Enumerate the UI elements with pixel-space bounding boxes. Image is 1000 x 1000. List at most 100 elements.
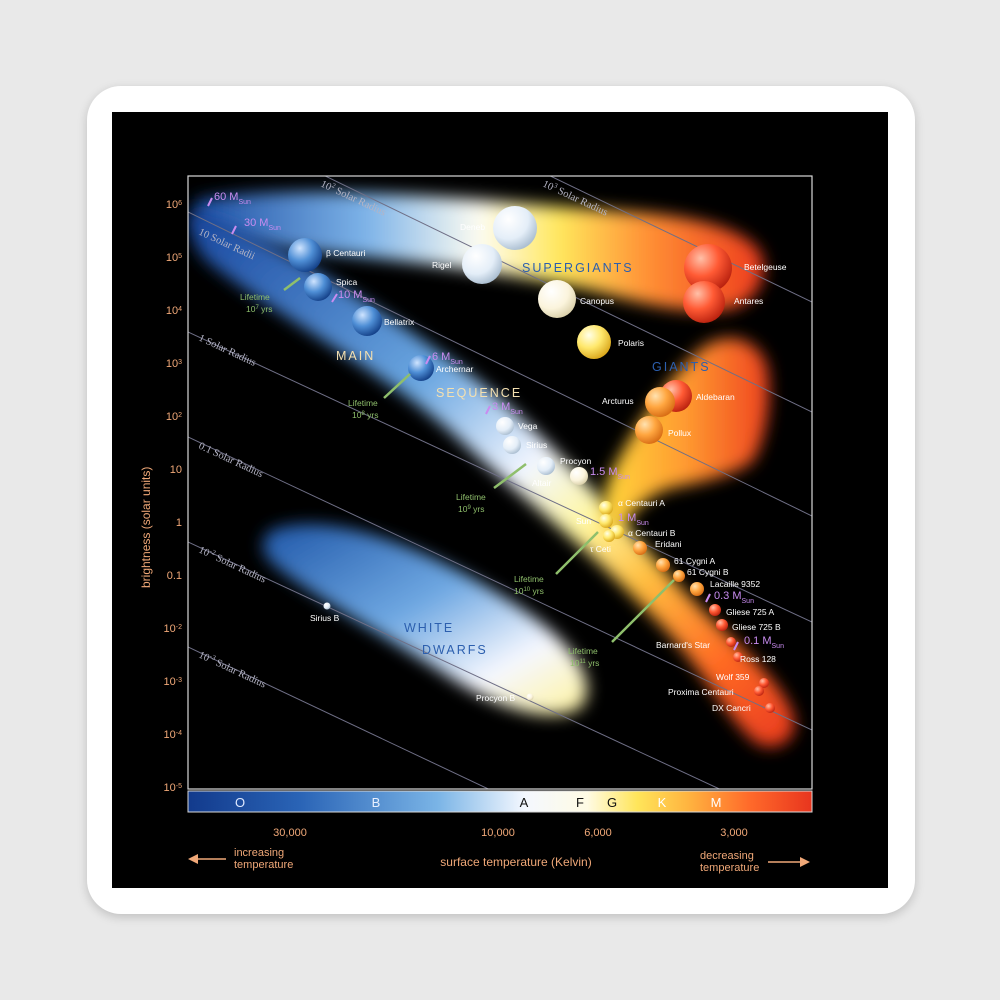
x-tick: 10,000 <box>481 827 515 839</box>
radius-line <box>188 331 812 623</box>
lifetime-value: 1010 yrs <box>514 586 544 596</box>
star-label: Polaris <box>618 338 644 348</box>
y-axis-title: brightness (solar units) <box>139 467 153 588</box>
lifetime-label: Lifetime <box>348 398 378 408</box>
star-antares <box>683 281 725 323</box>
star-bellatrix <box>352 306 382 336</box>
mass-label: 3 MSun <box>492 401 523 416</box>
y-tick: 0.1 <box>167 570 182 582</box>
star-label: DX Cancri <box>712 703 751 713</box>
hr-diagram-poster: 103 Solar Radius 102 Solar Radius 10 Sol… <box>112 112 888 888</box>
region-label-giants: GIANTS <box>652 360 711 374</box>
radius-line <box>188 646 490 789</box>
lifetime-markers: Lifetime 107 yrs Lifetime 108 yrs Lifeti… <box>240 277 675 668</box>
star-label: Gliese 725 B <box>732 622 781 632</box>
mass-label: 1 MSun <box>618 512 649 527</box>
star-label: Eridani <box>655 539 682 549</box>
region-label-sequence: SEQUENCE <box>436 386 522 400</box>
y-tick: 105 <box>166 252 182 264</box>
y-tick: 10-2 <box>164 623 183 635</box>
y-tick: 1 <box>176 517 182 529</box>
spectral-classes: O B A F G K M <box>235 795 721 810</box>
star-label: Sirius B <box>310 613 340 623</box>
spectral-class: K <box>658 795 667 810</box>
lifetime-value: 108 yrs <box>352 410 379 420</box>
left-arrow-label-1: increasing <box>234 847 284 859</box>
y-tick: 106 <box>166 199 182 211</box>
star-label: β Centauri <box>326 248 365 258</box>
mass-label: 0.3 MSun <box>714 590 754 605</box>
star-archernar <box>408 355 434 381</box>
star-label: 61 Cygni B <box>687 567 729 577</box>
radius-line <box>188 541 721 789</box>
lifetime-label: Lifetime <box>240 292 270 302</box>
region-label-supergiants: SUPERGIANTS <box>522 261 634 275</box>
star-label: Gliese 725 A <box>726 607 775 617</box>
star-label: 61 Cygni A <box>674 556 715 566</box>
radius-label-0.001: 10-3 Solar Radius <box>197 648 269 691</box>
star-tau-ceti <box>603 530 615 542</box>
y-tick: 10 <box>170 464 182 476</box>
star-label: Antares <box>734 296 763 306</box>
star-label: Betelgeuse <box>744 262 787 272</box>
star-label: Archernar <box>436 364 473 374</box>
star-sirius-b <box>323 602 331 610</box>
mass-label: 6 MSun <box>432 351 463 366</box>
star-barnards-star <box>726 637 736 647</box>
spectral-class: F <box>576 795 584 810</box>
star-61-cygni-a <box>656 558 670 572</box>
hr-diagram: 103 Solar Radius 102 Solar Radius 10 Sol… <box>139 175 813 874</box>
spectral-class: G <box>607 795 617 810</box>
lifetime-value: 1011 yrs <box>570 658 599 668</box>
star-label: Bellatrix <box>384 317 415 327</box>
right-arrow-icon <box>768 857 810 867</box>
x-tick: 3,000 <box>720 827 748 839</box>
star-eridani <box>633 541 647 555</box>
main-sequence-band <box>190 210 795 747</box>
star-procyon-b <box>526 693 534 701</box>
star-betelgeuse <box>684 244 732 292</box>
star-label: Deneb <box>460 222 485 232</box>
region-label-white: WHITE <box>404 621 454 635</box>
star-label: Proxima Centauri <box>668 687 734 697</box>
plot-frame <box>187 175 813 790</box>
star-label: α Centauri B <box>628 528 676 538</box>
white-dwarf-band <box>263 524 588 715</box>
spectral-class: O <box>235 795 245 810</box>
star-altair <box>537 457 555 475</box>
star-label: Lacaille 9352 <box>710 579 760 589</box>
star-labels: Deneb Rigel Canopus Polaris Betelgeuse A… <box>310 222 787 713</box>
spectral-class: A <box>520 795 529 810</box>
star-vega <box>496 417 514 435</box>
y-tick: 10-5 <box>164 782 183 794</box>
star-label: Canopus <box>580 296 614 306</box>
star-sun <box>599 514 613 528</box>
star-label: Aldebaran <box>696 392 735 402</box>
region-label-dwarfs: DWARFS <box>422 643 488 657</box>
star-polaris <box>577 325 611 359</box>
left-arrow-label-2: temperature <box>234 859 293 871</box>
mass-label: 0.1 MSun <box>744 635 784 650</box>
star-label: Ross 128 <box>740 654 776 664</box>
right-arrow-label-2: temperature <box>700 862 759 874</box>
mass-label: 30 MSun <box>244 217 281 232</box>
star-label: Rigel <box>432 260 451 270</box>
star-procyon <box>570 467 588 485</box>
star-label: Sun <box>576 516 591 526</box>
star-label: Procyon <box>560 456 591 466</box>
star-label: Procyon B <box>476 693 516 703</box>
spectral-class: M <box>711 795 722 810</box>
star-label: Sirius <box>526 440 547 450</box>
lifetime-value: 109 yrs <box>458 504 485 514</box>
x-tick: 6,000 <box>584 827 612 839</box>
star-wolf-359 <box>759 678 769 688</box>
giant-band <box>602 338 769 534</box>
brightness-axis: 106 105 104 103 102 10 1 0.1 10-2 10-3 1… <box>164 199 183 794</box>
star-61-cygni-b <box>673 570 685 582</box>
temperature-axis: 30,000 10,000 6,000 3,000 <box>273 827 748 839</box>
y-tick: 104 <box>166 305 182 317</box>
star-label: Vega <box>518 421 538 431</box>
star-proxima-centauri <box>754 686 764 696</box>
mass-markers: 60 MSun 30 MSun 10 MSun 6 MSun 3 MSun 1.… <box>207 191 784 651</box>
star-dx-cancri <box>765 703 775 713</box>
